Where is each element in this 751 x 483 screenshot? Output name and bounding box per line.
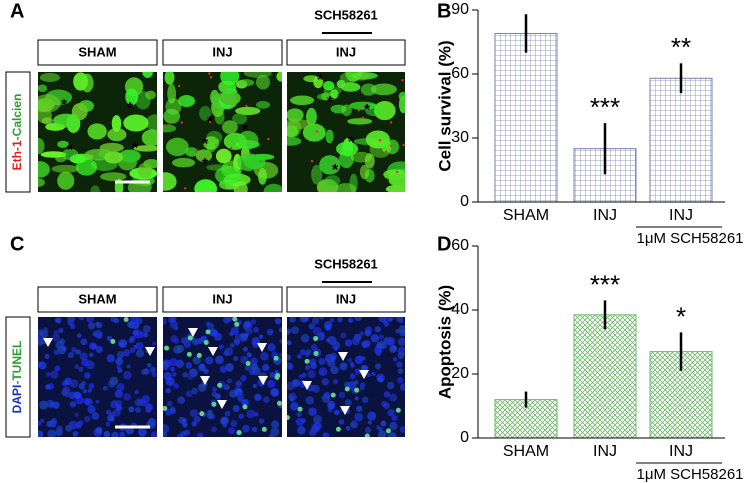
y-tick-label: 30 <box>451 129 469 146</box>
header-box <box>37 286 158 313</box>
y-tick-label: 60 <box>451 237 469 254</box>
stain-part: -TUNEL <box>10 341 24 385</box>
arrowhead <box>302 381 312 390</box>
arrowhead <box>359 370 369 379</box>
bar <box>494 32 558 203</box>
micrograph <box>38 72 157 192</box>
header-box <box>162 286 283 313</box>
panel-label: A <box>10 0 24 22</box>
panel-label: B <box>437 0 451 22</box>
y-axis-label: Cell survival (%) <box>435 40 454 171</box>
cell-marker: * <box>348 134 355 151</box>
x-tick-label: SHAM <box>503 443 549 460</box>
x-tick-label: INJ <box>593 207 617 224</box>
significance: *** <box>590 92 620 122</box>
arrowhead <box>340 406 350 415</box>
significance: ** <box>671 32 691 62</box>
cell-marker: * <box>202 156 209 173</box>
arrowhead <box>257 343 267 352</box>
y-tick-label: 60 <box>451 65 469 82</box>
arrowhead <box>338 352 348 361</box>
cell-marker: * <box>202 136 209 153</box>
cell-marker: * <box>317 72 324 89</box>
arrowhead <box>217 400 227 409</box>
cell-marker: * <box>61 97 68 114</box>
y-tick-label: 0 <box>460 429 469 446</box>
header-label: INJ <box>212 44 232 59</box>
x-tick-label: INJ <box>669 443 693 460</box>
y-tick-label: 90 <box>451 1 469 18</box>
drug-label: SCH58261 <box>314 256 378 271</box>
y-tick-label: 20 <box>451 365 469 382</box>
y-axis-label: Apoptosis (%) <box>435 285 454 399</box>
micrograph <box>287 317 405 437</box>
header-label: INJ <box>336 291 356 306</box>
y-tick-label: 40 <box>451 301 469 318</box>
cell-marker: * <box>327 94 334 111</box>
bar <box>573 314 637 439</box>
drug-label: SCH58261 <box>314 7 378 22</box>
stain-label: Eth-1-Calcien <box>10 94 24 171</box>
stain-box <box>5 316 31 438</box>
cell-marker: * <box>207 114 214 131</box>
cell-marker: * <box>364 102 371 119</box>
stain-box <box>5 71 31 193</box>
header-box <box>286 286 406 313</box>
x-tick-label: INJ <box>593 443 617 460</box>
panel-label: D <box>437 233 451 255</box>
cell-marker: * <box>332 162 339 179</box>
cell-marker: * <box>242 122 249 139</box>
treatment-label: 1μM SCH58261 <box>636 230 743 247</box>
significance: *** <box>590 269 620 299</box>
y-tick-label: 0 <box>460 193 469 210</box>
header-label: SHAM <box>78 291 116 306</box>
header-box <box>37 39 158 66</box>
x-tick-label: SHAM <box>503 207 549 224</box>
micrograph <box>163 72 282 192</box>
micrograph <box>38 317 157 437</box>
header-box <box>162 39 283 66</box>
header-label: SHAM <box>78 44 116 59</box>
stain-part: -Calcien <box>10 94 24 141</box>
arrowhead <box>188 328 198 337</box>
treatment-label: 1μM SCH58261 <box>636 466 743 483</box>
stain-label: DAPI-TUNEL <box>10 341 24 414</box>
stain-part: Eth-1 <box>10 140 24 170</box>
cell-marker: * <box>132 140 139 157</box>
arrowhead <box>43 338 53 347</box>
cell-marker: * <box>67 142 74 159</box>
bar <box>649 77 713 203</box>
arrowhead <box>145 347 155 356</box>
panel-label: C <box>10 233 24 255</box>
header-label: INJ <box>336 44 356 59</box>
header-label: INJ <box>212 291 232 306</box>
arrowhead <box>200 376 210 385</box>
cell-marker: * <box>127 100 134 117</box>
significance: * <box>676 301 686 331</box>
header-box <box>286 39 406 66</box>
stain-part: DAPI <box>10 385 24 414</box>
micrograph <box>287 72 405 192</box>
arrowhead <box>258 376 268 385</box>
x-tick-label: INJ <box>669 207 693 224</box>
arrowhead <box>208 347 218 356</box>
